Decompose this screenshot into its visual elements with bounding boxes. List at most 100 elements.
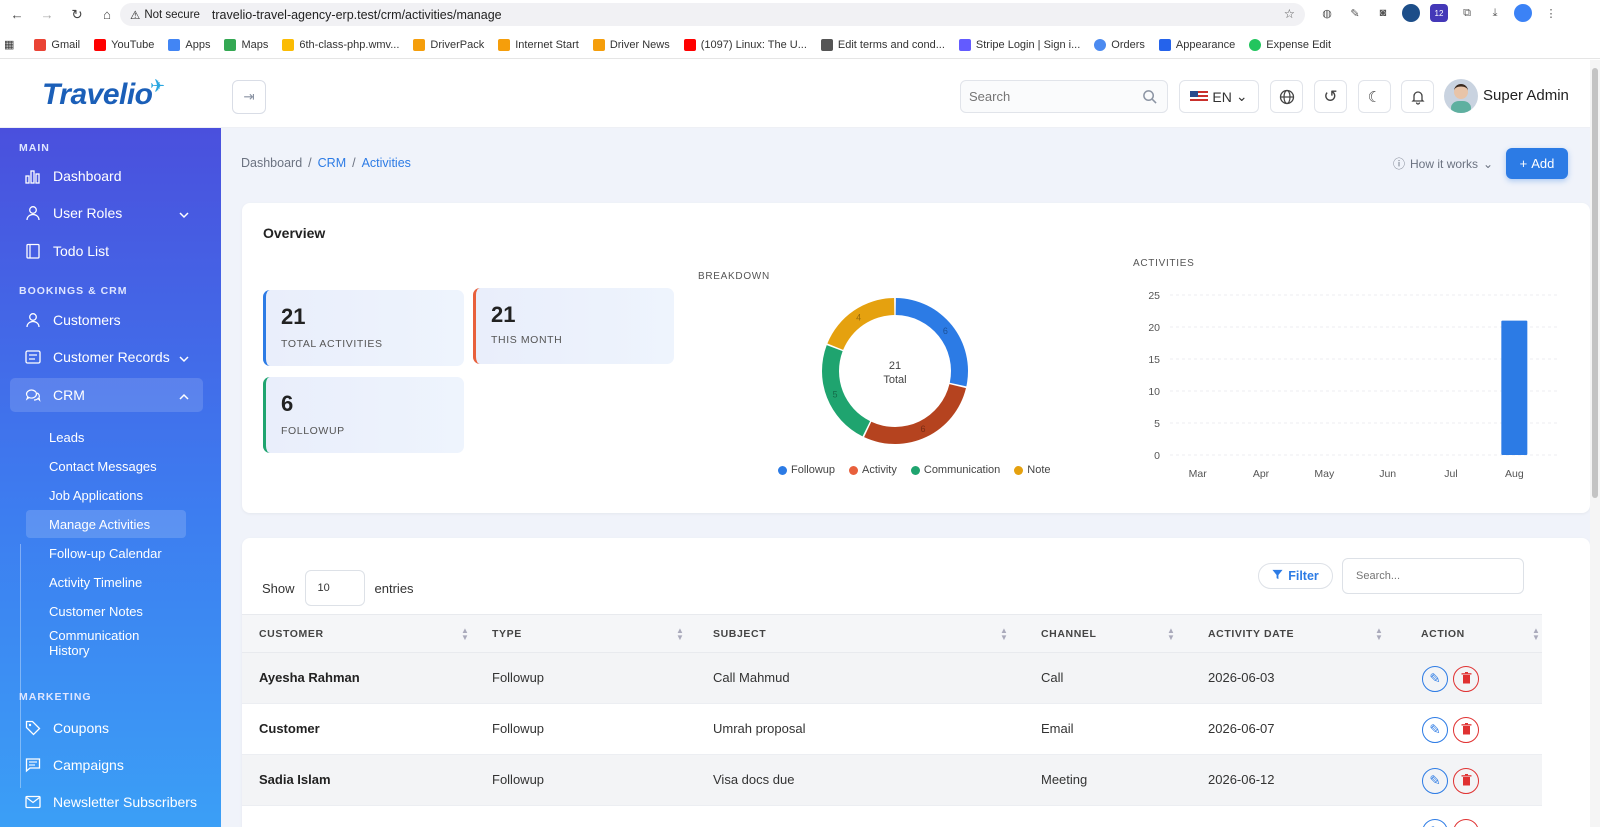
home-icon[interactable]: ⌂ bbox=[94, 2, 120, 28]
column-header-customer[interactable]: CUSTOMER bbox=[259, 628, 324, 640]
download-icon[interactable]: ⤓ bbox=[1492, 6, 1498, 19]
bookmark-item[interactable]: Expense Edit bbox=[1249, 38, 1331, 51]
bookmark-item[interactable]: DriverPack bbox=[413, 38, 484, 51]
dark-mode-button[interactable]: ☾ bbox=[1358, 80, 1391, 113]
bookmark-item[interactable]: Edit terms and cond... bbox=[820, 38, 945, 51]
sidebar-subitem-job-applications[interactable]: Job Applications bbox=[49, 487, 143, 503]
entries-input[interactable] bbox=[304, 570, 365, 606]
bookmark-item[interactable]: Apps bbox=[168, 38, 210, 51]
edit-button[interactable]: ✎ bbox=[1422, 666, 1448, 692]
sidebar-item-crm[interactable]: CRM bbox=[10, 378, 203, 412]
sidebar-item-user-roles[interactable]: User Roles bbox=[10, 196, 203, 230]
table-row[interactable]: Customer Followup Umrah proposal Email 2… bbox=[242, 704, 1542, 755]
edit-button[interactable]: ✎ bbox=[1422, 819, 1448, 827]
sidebar-item-customer-records[interactable]: Customer Records bbox=[10, 340, 203, 374]
reload-icon[interactable]: ↻ bbox=[64, 2, 90, 28]
badge-extension-icon[interactable]: 12 bbox=[1430, 4, 1448, 22]
delete-button[interactable] bbox=[1453, 819, 1479, 827]
delete-button[interactable] bbox=[1453, 717, 1479, 743]
donut-slice-activity[interactable] bbox=[864, 384, 966, 444]
bookmark-item[interactable]: (1097) Linux: The U... bbox=[683, 38, 807, 51]
globe-button[interactable] bbox=[1270, 80, 1303, 113]
edit-button[interactable]: ✎ bbox=[1422, 768, 1448, 794]
search-icon[interactable] bbox=[1142, 89, 1157, 109]
bookmark-item[interactable]: Appearance bbox=[1158, 38, 1235, 51]
sidebar-item-coupons[interactable]: Coupons bbox=[10, 711, 203, 745]
sort-icon[interactable]: ▲ ▼ bbox=[1167, 626, 1175, 642]
sort-icon[interactable]: ▲ ▼ bbox=[1375, 626, 1383, 642]
refresh-button[interactable]: ↺ bbox=[1314, 80, 1347, 113]
sort-icon[interactable]: ▲ ▼ bbox=[1000, 626, 1008, 642]
breadcrumb-crm[interactable]: CRM bbox=[317, 156, 347, 170]
avatar[interactable] bbox=[1444, 79, 1478, 113]
table-row[interactable]: Ayesha Rahman Followup Call Mahmud Call … bbox=[242, 653, 1542, 704]
sidebar-item-customers[interactable]: Customers bbox=[10, 303, 203, 337]
sidebar-item-todo[interactable]: Todo List bbox=[10, 234, 203, 268]
column-header-channel[interactable]: CHANNEL bbox=[1041, 628, 1097, 640]
bookmark-item[interactable]: Maps bbox=[224, 38, 268, 51]
puzzle-extension-icon[interactable]: ⧉ bbox=[1463, 6, 1471, 19]
sidebar-subitem-manage-activities[interactable]: Manage Activities bbox=[26, 510, 186, 538]
column-header-activity-date[interactable]: ACTIVITY DATE bbox=[1208, 628, 1295, 640]
menu-kebab-icon[interactable]: ⋮ bbox=[1545, 7, 1557, 20]
sidebar-item-campaigns[interactable]: Campaigns bbox=[10, 748, 203, 782]
sort-icon[interactable]: ▲ ▼ bbox=[461, 626, 469, 642]
forward-icon[interactable]: → bbox=[34, 2, 60, 28]
apps-grid-icon[interactable]: ▦ bbox=[4, 39, 15, 51]
sort-icon[interactable]: ▲ ▼ bbox=[1532, 626, 1540, 642]
header-search-input[interactable] bbox=[961, 81, 1131, 112]
language-selector[interactable]: EN ⌄ bbox=[1179, 80, 1259, 113]
notifications-button[interactable] bbox=[1401, 80, 1434, 113]
circle-extension-icon[interactable] bbox=[1402, 4, 1420, 22]
bookmark-item[interactable]: Orders bbox=[1094, 38, 1145, 51]
camera-extension-icon[interactable]: ◙ bbox=[1379, 7, 1387, 19]
user-name[interactable]: Super Admin bbox=[1483, 87, 1569, 104]
how-it-works-button[interactable]: ⓘ How it works ⌄ bbox=[1393, 155, 1493, 172]
bookmark-item[interactable]: Stripe Login | Sign i... bbox=[958, 38, 1080, 51]
table-row[interactable]: Sadia Islam Followup Visa docs due Meeti… bbox=[242, 755, 1542, 806]
donut-slice-note[interactable] bbox=[827, 298, 895, 350]
delete-button[interactable] bbox=[1453, 666, 1479, 692]
donut-slice-communication[interactable] bbox=[822, 345, 871, 437]
breadcrumb-dashboard[interactable]: Dashboard bbox=[241, 156, 303, 170]
table-search-input[interactable] bbox=[1342, 558, 1524, 594]
legend-item[interactable]: Activity bbox=[849, 464, 897, 476]
address-bar[interactable]: ⚠ Not secure travelio-travel-agency-erp.t… bbox=[120, 3, 1305, 26]
sidebar-subitem-activity-timeline[interactable]: Activity Timeline bbox=[49, 574, 143, 590]
pen-extension-icon[interactable]: ✎ bbox=[1350, 7, 1360, 20]
bookmark-item[interactable]: Driver News bbox=[592, 38, 670, 51]
delete-button[interactable] bbox=[1453, 768, 1479, 794]
legend-item[interactable]: Note bbox=[1014, 464, 1051, 476]
column-header-subject[interactable]: SUBJECT bbox=[713, 628, 767, 640]
back-icon[interactable]: ← bbox=[4, 2, 30, 28]
edit-button[interactable]: ✎ bbox=[1422, 717, 1448, 743]
legend-item[interactable]: Followup bbox=[778, 464, 835, 476]
legend-item[interactable]: Communication bbox=[910, 464, 1000, 476]
filter-button[interactable]: Filter bbox=[1258, 563, 1333, 589]
bookmark-item[interactable]: YouTube bbox=[94, 38, 154, 51]
column-header-type[interactable]: TYPE bbox=[492, 628, 522, 640]
sidebar-subitem-customer-notes[interactable]: Customer Notes bbox=[49, 603, 143, 619]
logo[interactable]: Travelio bbox=[42, 78, 153, 111]
bookmark-star-icon[interactable]: ☆ bbox=[1283, 7, 1295, 21]
security-indicator[interactable]: ⚠ Not secure bbox=[120, 8, 208, 22]
sort-icon[interactable]: ▲ ▼ bbox=[676, 626, 684, 642]
add-button[interactable]: + Add bbox=[1506, 148, 1568, 179]
bookmark-item[interactable]: Gmail bbox=[34, 38, 80, 51]
bookmark-item[interactable]: Internet Start bbox=[498, 38, 579, 51]
sidebar-subitem-communication-history[interactable]: Communication History bbox=[49, 628, 140, 658]
bar-aug[interactable] bbox=[1501, 320, 1528, 455]
sidebar-item-dashboard[interactable]: Dashboard bbox=[10, 159, 203, 193]
page-scrollbar[interactable] bbox=[1590, 60, 1600, 827]
sidebar-toggle-button[interactable]: ⇥ bbox=[232, 80, 266, 114]
globe-extension-icon[interactable]: ◍ bbox=[1322, 7, 1332, 20]
sidebar-subitem-leads[interactable]: Leads bbox=[49, 429, 85, 445]
donut-slice-followup[interactable] bbox=[895, 298, 968, 387]
scrollbar-thumb[interactable] bbox=[1592, 68, 1598, 498]
sidebar-item-newsletter[interactable]: Newsletter Subscribers bbox=[10, 785, 203, 819]
profile-avatar-icon[interactable] bbox=[1514, 4, 1532, 22]
sidebar-subitem-contact-messages[interactable]: Contact Messages bbox=[49, 458, 157, 474]
sidebar-subitem-follow-up-calendar[interactable]: Follow-up Calendar bbox=[49, 545, 162, 561]
bookmark-item[interactable]: 6th-class-php.wmv... bbox=[282, 38, 399, 51]
table-row[interactable]: ✎ bbox=[242, 806, 1542, 827]
